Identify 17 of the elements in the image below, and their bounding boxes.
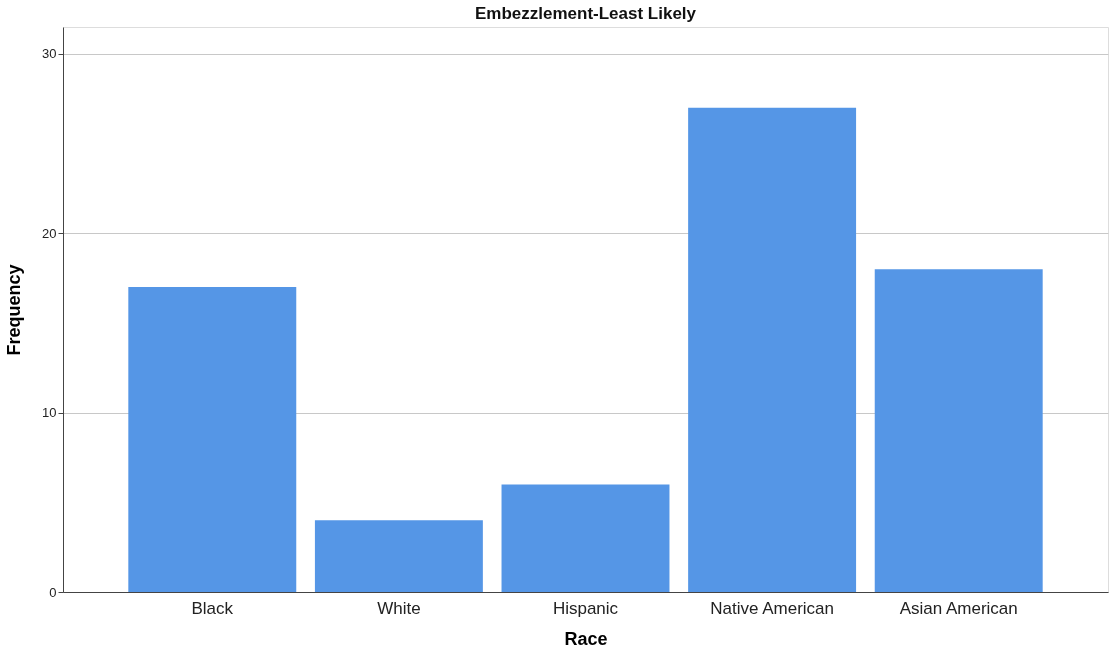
y-tick-label: 10	[42, 405, 57, 421]
y-axis-title: Frequency	[4, 264, 25, 356]
bar	[688, 107, 857, 592]
y-tick-label: 0	[49, 584, 57, 600]
bar	[501, 484, 670, 592]
x-tick-label: Black	[191, 598, 234, 618]
y-tick-label: 30	[42, 46, 57, 62]
x-tick-label: Asian American	[899, 598, 1018, 618]
bar	[874, 269, 1043, 592]
chart-title: Embezzlement-Least Likely	[474, 4, 697, 23]
x-axis-title: Race	[564, 628, 608, 649]
x-tick-label: Hispanic	[552, 598, 619, 618]
x-tick-label: White	[377, 598, 421, 618]
y-tick-label: 20	[42, 225, 57, 241]
bar	[128, 287, 297, 592]
x-tick-label: Native American	[710, 598, 834, 618]
bar	[314, 520, 483, 592]
